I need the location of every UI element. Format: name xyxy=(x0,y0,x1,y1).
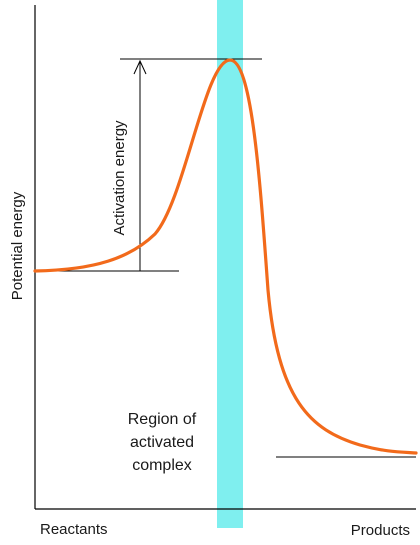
y-axis-label: Potential energy xyxy=(9,191,26,300)
activated-complex-band xyxy=(217,0,243,528)
products-label: Products xyxy=(351,522,410,539)
region-label-line-2: activated xyxy=(130,434,194,451)
region-label-line-3: complex xyxy=(132,457,192,474)
activation-energy-label: Activation energy xyxy=(111,120,128,236)
region-label-line-1: Region of xyxy=(128,411,197,428)
arrow-head-icon xyxy=(133,59,147,75)
energy-curve xyxy=(33,58,418,455)
reactants-label: Reactants xyxy=(40,521,108,538)
